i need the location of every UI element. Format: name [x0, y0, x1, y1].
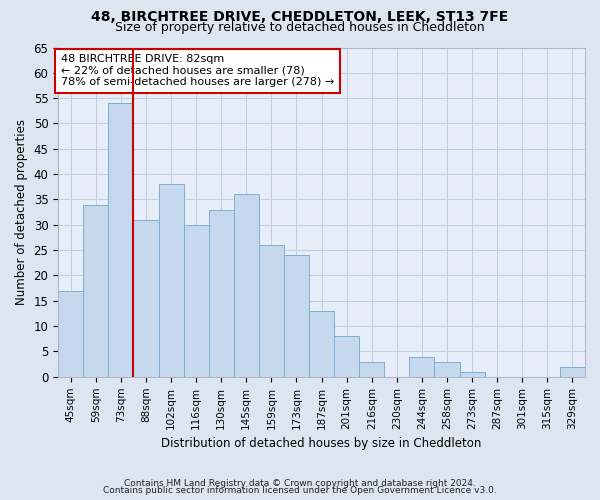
- Text: Size of property relative to detached houses in Cheddleton: Size of property relative to detached ho…: [115, 21, 485, 34]
- Bar: [58, 290, 83, 377]
- Bar: [460, 372, 485, 377]
- X-axis label: Distribution of detached houses by size in Cheddleton: Distribution of detached houses by size …: [161, 437, 482, 450]
- Bar: [234, 194, 259, 377]
- Bar: [284, 255, 309, 377]
- Bar: [334, 336, 359, 377]
- Bar: [133, 220, 158, 377]
- Bar: [184, 225, 209, 377]
- Bar: [109, 103, 133, 377]
- Text: 48 BIRCHTREE DRIVE: 82sqm
← 22% of detached houses are smaller (78)
78% of semi-: 48 BIRCHTREE DRIVE: 82sqm ← 22% of detac…: [61, 54, 334, 88]
- Bar: [409, 356, 434, 377]
- Bar: [83, 204, 109, 377]
- Y-axis label: Number of detached properties: Number of detached properties: [15, 119, 28, 305]
- Bar: [209, 210, 234, 377]
- Bar: [359, 362, 384, 377]
- Text: 48, BIRCHTREE DRIVE, CHEDDLETON, LEEK, ST13 7FE: 48, BIRCHTREE DRIVE, CHEDDLETON, LEEK, S…: [91, 10, 509, 24]
- Bar: [259, 245, 284, 377]
- Bar: [560, 366, 585, 377]
- Text: Contains public sector information licensed under the Open Government Licence v3: Contains public sector information licen…: [103, 486, 497, 495]
- Bar: [158, 184, 184, 377]
- Bar: [434, 362, 460, 377]
- Bar: [309, 311, 334, 377]
- Text: Contains HM Land Registry data © Crown copyright and database right 2024.: Contains HM Land Registry data © Crown c…: [124, 478, 476, 488]
